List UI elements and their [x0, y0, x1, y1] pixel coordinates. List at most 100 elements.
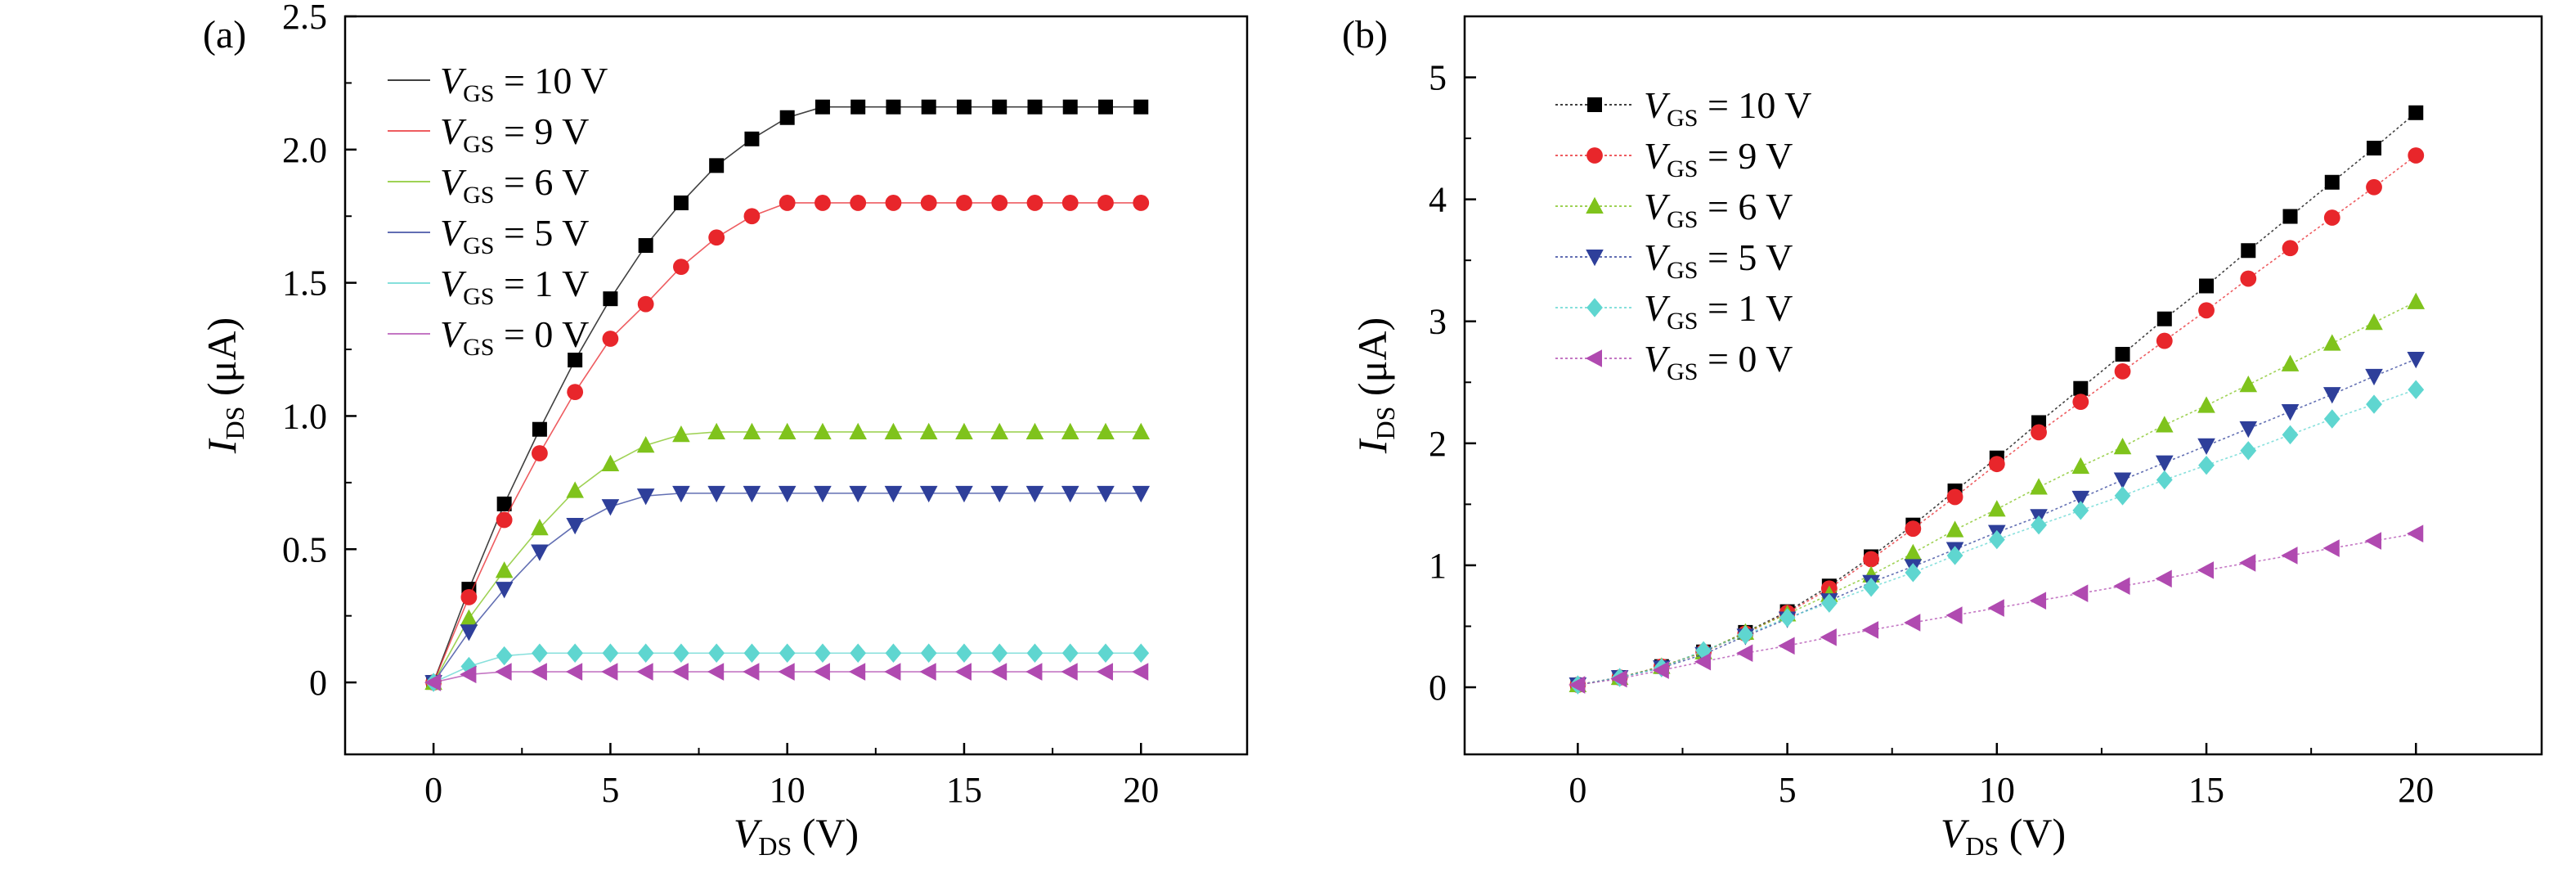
data-point: [565, 663, 583, 681]
data-point: [991, 643, 1008, 663]
data-point: [1132, 422, 1151, 439]
legend-label: VGS = 1 V: [1644, 287, 1793, 335]
data-point: [460, 609, 478, 626]
data-point: [2282, 240, 2299, 257]
data-point: [496, 511, 513, 529]
panel-a: 0 5 10 15 20 0 0.5 1.0 1.5 2.0 2.5 VDS (V) IDS (μA) (…: [199, 0, 1249, 861]
data-point: [1820, 628, 1837, 646]
data-point: [672, 485, 690, 503]
data-point: [602, 331, 619, 347]
legend-label: VGS = 6 V: [1644, 186, 1793, 233]
data-point: [602, 643, 619, 663]
data-point: [2114, 362, 2131, 380]
legend-marker: [1586, 250, 1604, 267]
data-point: [2366, 394, 2382, 414]
data-point: [636, 663, 653, 681]
data-point: [956, 643, 972, 663]
x-tick-label: 0: [1568, 770, 1586, 810]
data-point: [2364, 532, 2382, 550]
data-point: [601, 663, 618, 681]
data-point: [1133, 195, 1150, 211]
y-tick-label: 1.0: [282, 396, 327, 436]
data-point: [850, 643, 867, 663]
data-point: [2367, 141, 2382, 156]
series-1: [425, 195, 1150, 691]
data-point: [815, 99, 830, 115]
data-point: [919, 485, 938, 503]
data-point: [2366, 178, 2382, 196]
data-point: [1695, 641, 1712, 660]
data-point: [603, 291, 618, 307]
data-point: [743, 208, 761, 225]
data-point: [460, 624, 478, 641]
data-point: [2156, 332, 2173, 349]
data-point: [921, 99, 936, 115]
data-point: [2408, 147, 2425, 164]
data-point: [1097, 422, 1115, 439]
data-point: [850, 99, 866, 115]
data-point: [2071, 457, 2090, 475]
panel-label: (a): [203, 13, 246, 56]
data-point: [2031, 424, 2047, 441]
data-point: [568, 353, 583, 368]
data-point: [2197, 561, 2215, 579]
data-point: [707, 485, 725, 503]
data-point: [955, 422, 973, 439]
data-point: [2156, 311, 2172, 326]
x-axis-label: VDS (V): [734, 810, 859, 861]
data-point: [2073, 380, 2089, 396]
data-point: [1820, 593, 1838, 613]
y-tick-label: 4: [1429, 180, 1447, 220]
data-point: [1061, 643, 1079, 663]
plot-frame: [1463, 15, 2543, 756]
data-point: [954, 663, 972, 681]
data-point: [532, 445, 548, 461]
legend-label: VGS = 10 V: [1644, 84, 1811, 132]
data-point: [2408, 105, 2424, 120]
data-point: [1988, 529, 2005, 550]
series-5: [424, 663, 1149, 691]
data-point: [531, 518, 549, 536]
data-point: [1097, 99, 1113, 115]
y-tick-label: 0: [1429, 668, 1447, 708]
y-tick-label: 1.5: [282, 263, 327, 304]
data-point: [1061, 195, 1079, 211]
data-point: [884, 485, 903, 503]
data-point: [1026, 643, 1043, 663]
data-point: [1062, 99, 1078, 115]
data-point: [2199, 278, 2215, 294]
data-point: [2322, 387, 2341, 404]
data-point: [2156, 470, 2173, 490]
y-tick-label: 2: [1429, 424, 1447, 464]
data-point: [884, 663, 901, 681]
data-point: [1133, 643, 1150, 663]
data-point: [1945, 520, 1964, 538]
legend-label: VGS = 5 V: [440, 212, 589, 259]
data-point: [2241, 243, 2256, 259]
data-point: [2114, 486, 2131, 506]
data-point: [2365, 368, 2383, 386]
data-point: [814, 422, 832, 439]
data-point: [848, 663, 866, 681]
data-point: [1027, 99, 1043, 115]
series-5: [1568, 524, 2424, 694]
data-point: [990, 485, 1009, 503]
data-point: [495, 663, 512, 681]
x-tick-label: 15: [946, 770, 982, 810]
data-point: [1945, 606, 1963, 624]
data-point: [673, 643, 689, 663]
legend-label: VGS = 9 V: [1644, 135, 1793, 182]
legend-label: VGS = 0 V: [1644, 338, 1793, 385]
x-tick-label: 10: [770, 770, 806, 810]
data-point: [1694, 652, 1712, 671]
data-point: [919, 422, 938, 439]
data-point: [2198, 302, 2215, 319]
data-point: [2281, 404, 2300, 421]
data-point: [636, 436, 655, 453]
data-point: [778, 485, 797, 503]
y-tick-label: 0.5: [282, 529, 327, 569]
data-point: [496, 496, 512, 511]
data-point: [1025, 663, 1043, 681]
data-point: [815, 195, 831, 211]
